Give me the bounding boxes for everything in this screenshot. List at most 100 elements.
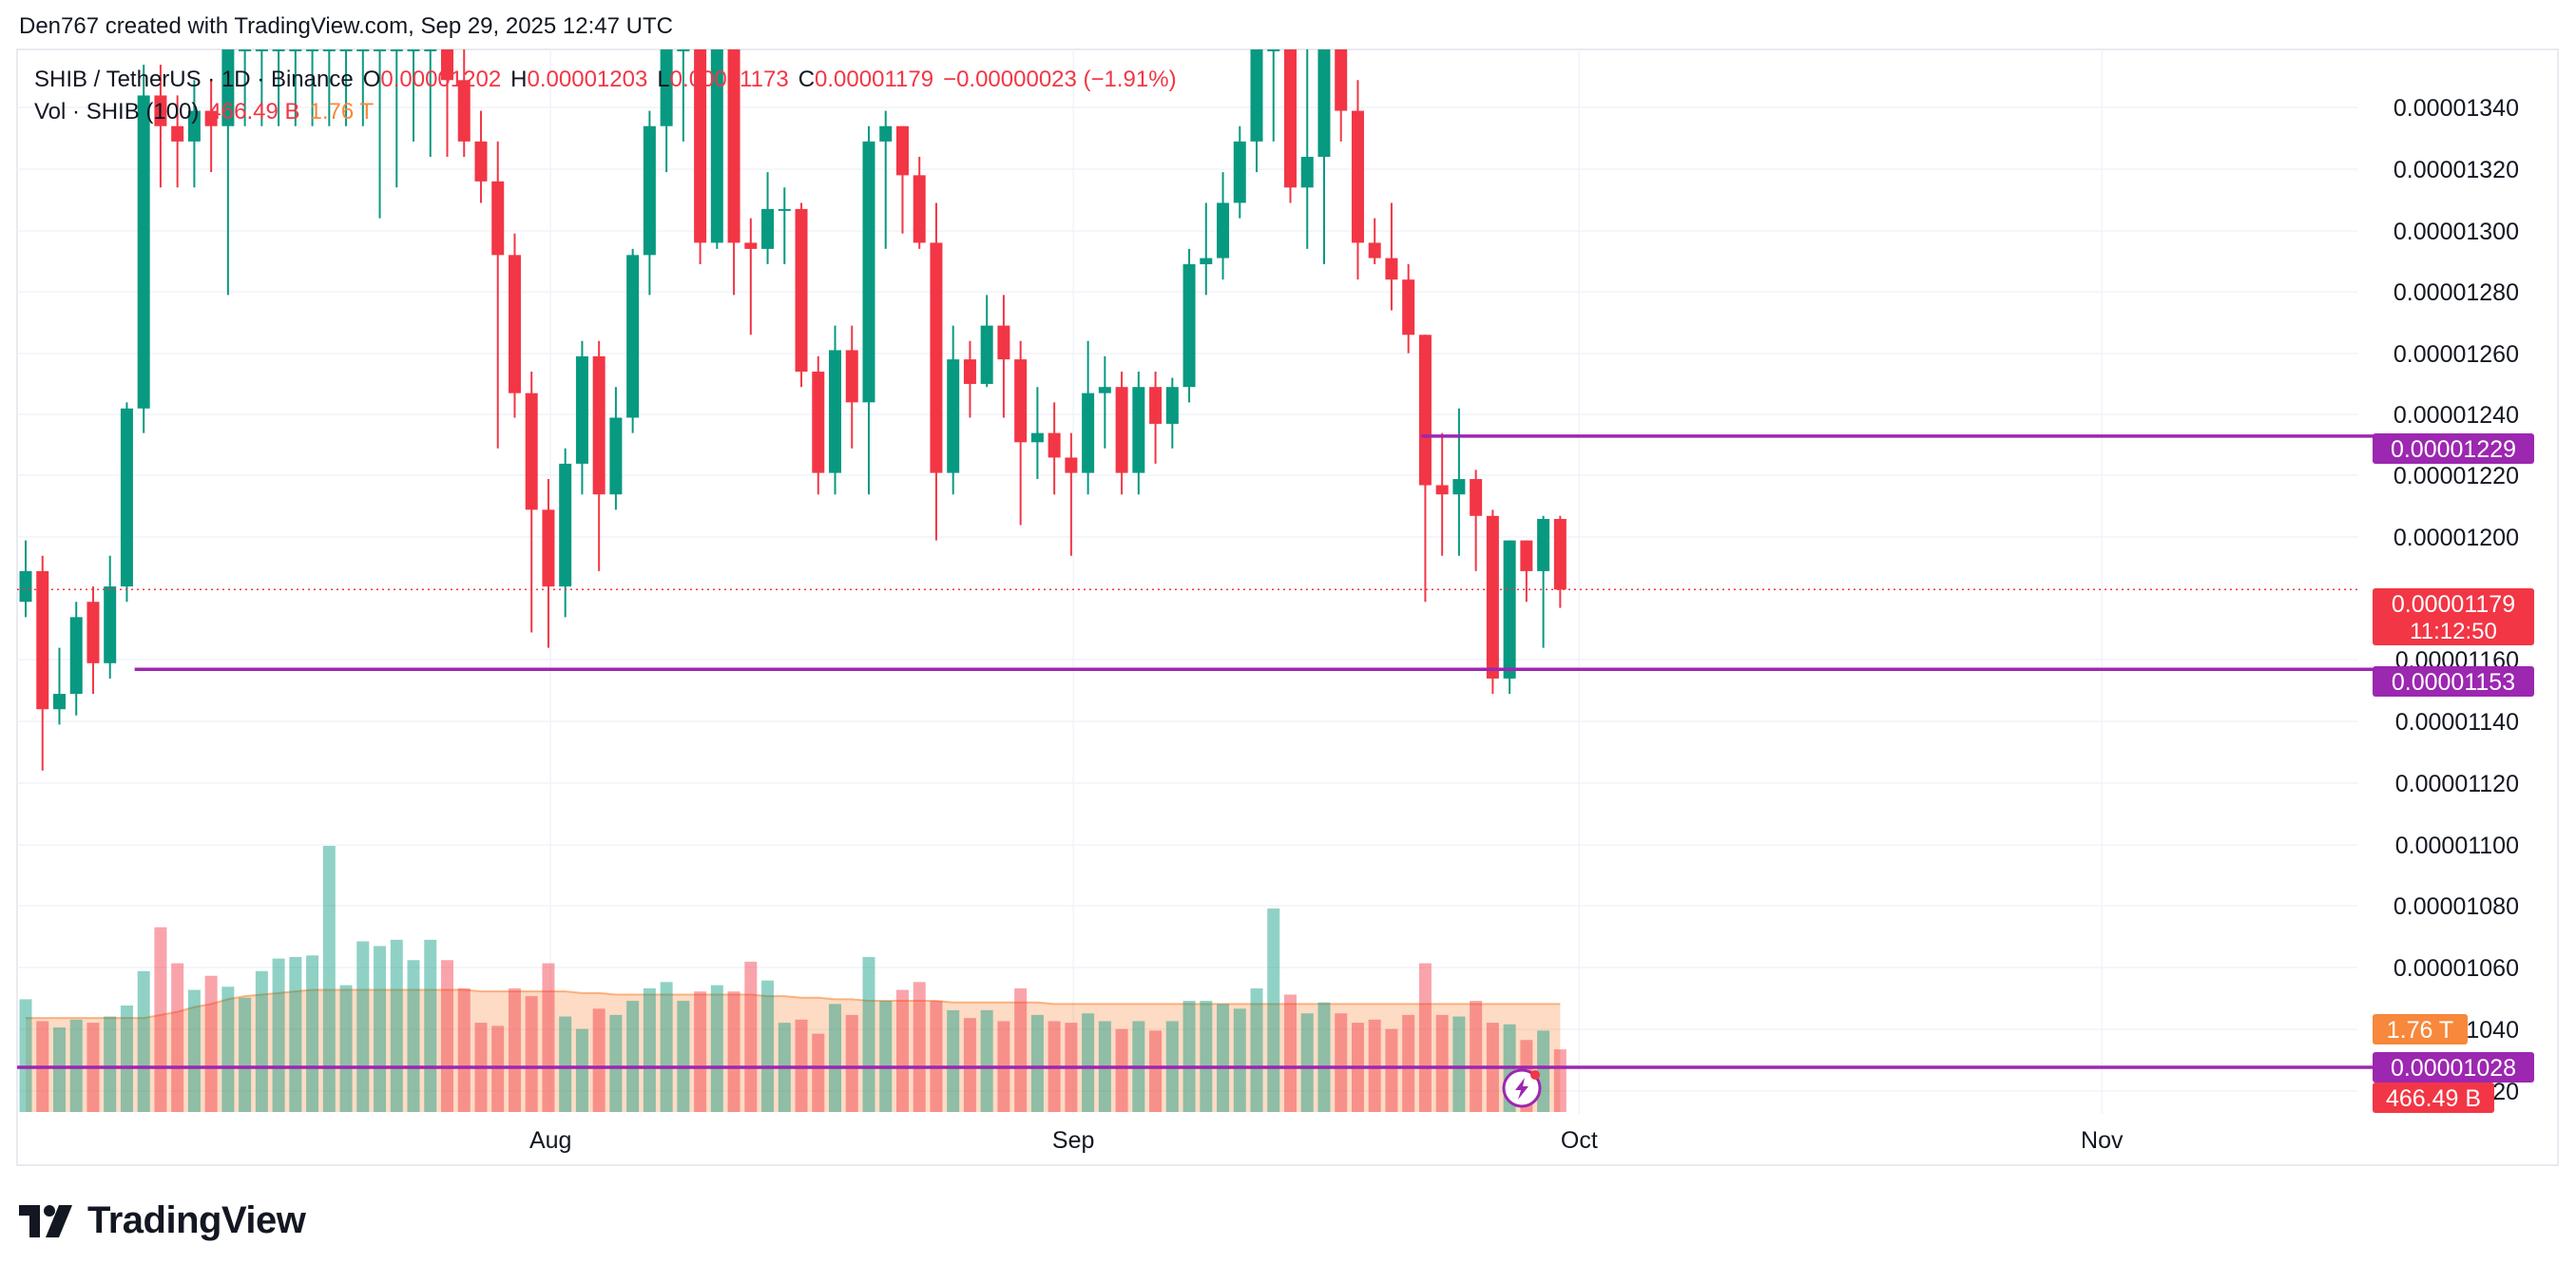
candle bbox=[1098, 355, 1111, 449]
last-price-label-text: 0.00001179 bbox=[2392, 591, 2515, 618]
volume-title[interactable]: Vol · SHIB (100) bbox=[34, 99, 200, 125]
volume-bar bbox=[19, 999, 32, 1112]
candle bbox=[52, 647, 66, 725]
volume-bar bbox=[710, 985, 723, 1112]
candle bbox=[930, 202, 943, 541]
candle-body bbox=[255, 49, 268, 51]
candle-body bbox=[1014, 359, 1028, 443]
volume-bar bbox=[660, 982, 673, 1112]
candle-body bbox=[1553, 519, 1567, 590]
y-tick-label: 0.00001340 bbox=[2393, 95, 2519, 122]
y-tick-label: 0.00001140 bbox=[2395, 709, 2519, 736]
candle-body bbox=[1284, 49, 1297, 188]
symbol-title[interactable]: SHIB / TetherUS · 1D · Binance bbox=[34, 67, 354, 92]
volume-bar bbox=[1537, 1030, 1550, 1112]
candle-body bbox=[660, 49, 673, 126]
price-axis[interactable]: 0.00001340 0.00001320 0.00001300 0.00001280… bbox=[2393, 95, 2519, 1105]
y-tick-label: 1040 bbox=[2466, 1017, 2519, 1044]
candle-body bbox=[1470, 479, 1483, 516]
candle bbox=[879, 110, 893, 249]
volume-bar bbox=[137, 970, 150, 1112]
change-value: −0.00000023 (−1.91%) bbox=[943, 67, 1177, 92]
candle-body bbox=[19, 570, 32, 603]
candle bbox=[1402, 264, 1415, 354]
candle-body bbox=[1385, 258, 1398, 280]
candle bbox=[374, 49, 387, 219]
candle bbox=[829, 325, 842, 495]
candle-body bbox=[204, 110, 218, 126]
candle-body bbox=[239, 49, 252, 51]
candles bbox=[19, 49, 1567, 771]
candle bbox=[1385, 202, 1398, 311]
candle-body bbox=[1520, 540, 1533, 571]
candle bbox=[980, 295, 993, 388]
horizontal-levels bbox=[17, 434, 2374, 1069]
volume-bar bbox=[947, 1009, 960, 1112]
candle-body bbox=[1030, 432, 1044, 443]
candle bbox=[609, 387, 623, 510]
volume-bar bbox=[1250, 987, 1263, 1112]
candle bbox=[677, 49, 690, 142]
candle bbox=[1452, 408, 1466, 556]
candle-body bbox=[1351, 110, 1364, 243]
volume-bar bbox=[1115, 1028, 1128, 1112]
candle-body bbox=[592, 355, 606, 495]
candle bbox=[171, 95, 184, 188]
candle bbox=[947, 325, 960, 495]
candle-body bbox=[643, 125, 656, 256]
y-tick-label: 0.00001120 bbox=[2395, 771, 2519, 797]
level-bottom-label-text: 0.00001028 bbox=[2391, 1055, 2516, 1082]
candle bbox=[457, 49, 471, 158]
candle bbox=[963, 340, 976, 418]
candle bbox=[1553, 515, 1567, 608]
candle bbox=[1217, 172, 1230, 280]
volume-bar bbox=[272, 958, 285, 1112]
candle-body bbox=[559, 463, 572, 587]
candle-body bbox=[980, 325, 993, 384]
candle-body bbox=[120, 408, 133, 587]
volume-bar bbox=[204, 975, 218, 1112]
candle-body bbox=[626, 255, 640, 418]
level-lower-label: 0.00001153 bbox=[2373, 666, 2534, 697]
low-value: 0.00001173 bbox=[669, 67, 789, 92]
volume-bar bbox=[187, 989, 201, 1112]
candle-body bbox=[895, 125, 909, 176]
candle-body bbox=[407, 49, 420, 51]
tradingview-logo[interactable]: TradingView bbox=[19, 1199, 306, 1242]
candle-body bbox=[322, 49, 336, 51]
level-bottom-label: 0.00001028 bbox=[2373, 1052, 2534, 1083]
volume-bar bbox=[1267, 908, 1280, 1112]
volume-bar bbox=[1470, 1001, 1483, 1112]
lightning-icon[interactable] bbox=[1502, 1068, 1542, 1108]
x-tick-label: Aug bbox=[529, 1127, 571, 1154]
x-tick-label: Oct bbox=[1561, 1127, 1598, 1154]
candle-body bbox=[1317, 49, 1331, 158]
volume-bar bbox=[727, 991, 740, 1112]
volume-bar bbox=[643, 987, 656, 1112]
y-tick-label: 0.00001280 bbox=[2393, 279, 2519, 306]
volume-bar bbox=[1014, 987, 1028, 1112]
close-value: 0.00001179 bbox=[815, 67, 934, 92]
volume-bar bbox=[592, 1008, 606, 1112]
volume-bar bbox=[1317, 1002, 1331, 1112]
volume-bar bbox=[1385, 1028, 1398, 1112]
candle-body bbox=[1200, 258, 1213, 265]
candle bbox=[1200, 202, 1213, 296]
time-axis[interactable]: Aug Sep Oct Nov bbox=[529, 1127, 2124, 1154]
low-label: L bbox=[657, 67, 670, 92]
candle bbox=[491, 141, 505, 449]
volume-bar bbox=[1082, 1013, 1095, 1112]
volume-bar bbox=[356, 941, 370, 1112]
candle-body bbox=[1537, 519, 1550, 571]
candle-body bbox=[104, 586, 117, 663]
candle-body bbox=[1217, 202, 1230, 259]
candle-body bbox=[997, 325, 1010, 360]
volume-label: 466.49 B bbox=[2373, 1083, 2494, 1113]
candle bbox=[441, 49, 453, 158]
candle bbox=[643, 110, 656, 296]
candle-body bbox=[1435, 485, 1449, 495]
volume-ma-label-text: 1.76 T bbox=[2387, 1017, 2453, 1044]
volume-bar bbox=[694, 991, 707, 1112]
y-tick-label: 0.00001200 bbox=[2393, 525, 2519, 551]
